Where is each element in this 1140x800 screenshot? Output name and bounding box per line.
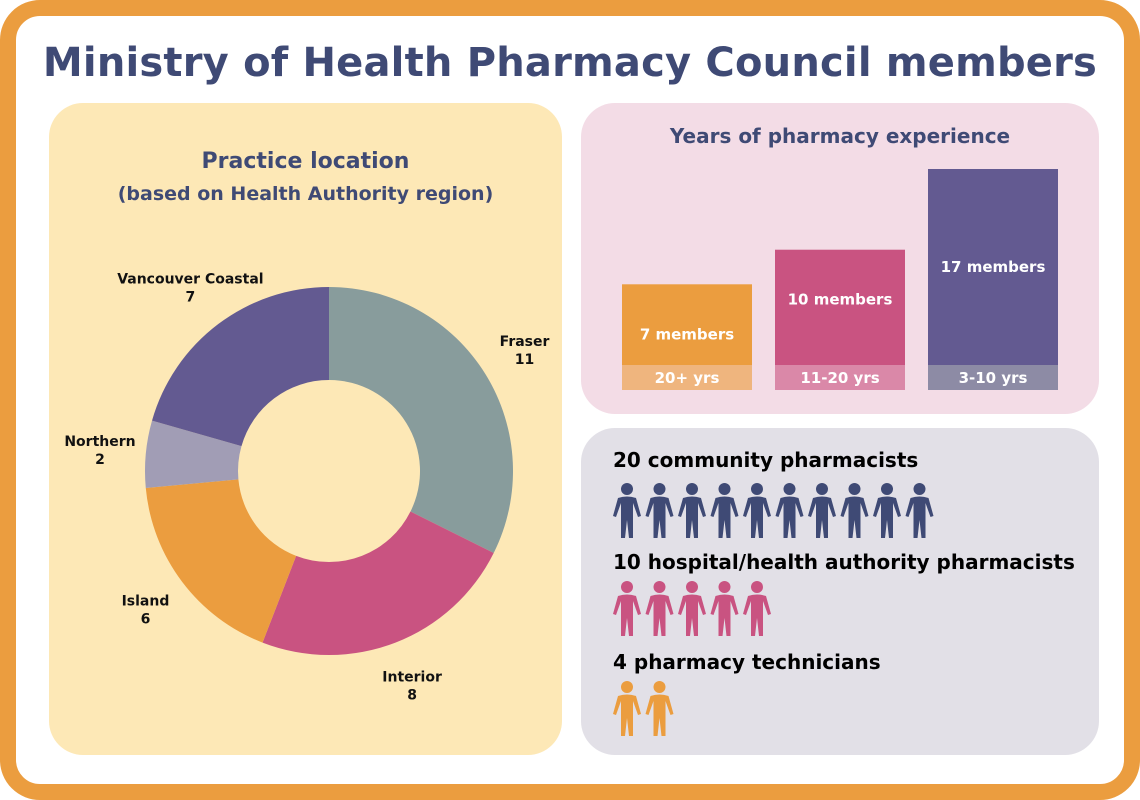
location-chart-title: Practice location bbox=[201, 149, 410, 174]
person-icon bbox=[645, 483, 674, 538]
experience-bar-chart: 7 members 20+ yrs 10 members 11-20 yrs 17 me… bbox=[622, 169, 1058, 390]
person-icon bbox=[645, 581, 674, 636]
person-icon bbox=[678, 483, 706, 538]
donut-label-interior: Interior bbox=[382, 669, 442, 685]
role-label-community: 20 community pharmacists bbox=[613, 448, 919, 472]
person-icon bbox=[710, 581, 739, 636]
bar-category-strip-11-20-yrs bbox=[775, 365, 905, 390]
donut-slice-island bbox=[145, 479, 297, 643]
bar-category-strip-3-10-yrs bbox=[928, 365, 1058, 390]
bar-20-yrs bbox=[622, 284, 752, 365]
page-title: Ministry of Health Pharmacy Council memb… bbox=[42, 40, 1098, 86]
person-icon bbox=[743, 483, 771, 538]
bar-11-20-yrs bbox=[775, 249, 905, 365]
location-donut-chart: Fraser 11 Interior 8 Island 6 Northern 2 Vancouv… bbox=[64, 271, 550, 703]
donut-label-northern: Northern bbox=[64, 434, 135, 450]
donut-value-vancouver-coastal: 7 bbox=[186, 289, 196, 305]
bar-value-label-3-10-yrs: 17 members bbox=[941, 258, 1046, 276]
roles-panel: 20 community pharmacists 10 hospital/hea… bbox=[581, 428, 1099, 755]
donut-slice-northern bbox=[145, 420, 242, 488]
person-icon bbox=[613, 681, 641, 736]
person-icon bbox=[905, 483, 934, 538]
donut-value-island: 6 bbox=[141, 612, 151, 628]
practice-location-panel: Practice location (based on Health Autho… bbox=[49, 103, 562, 755]
bar-value-label-20-yrs: 7 members bbox=[640, 325, 734, 343]
donut-slice-interior bbox=[262, 511, 494, 655]
donut-value-interior: 8 bbox=[407, 687, 417, 703]
bar-3-10-yrs bbox=[928, 169, 1058, 365]
person-icon bbox=[710, 483, 739, 538]
donut-label-vancouver-coastal: Vancouver Coastal bbox=[117, 271, 263, 287]
role-label-technicians: 4 pharmacy technicians bbox=[613, 650, 881, 674]
donut-slice-fraser bbox=[329, 287, 513, 554]
donut-label-island: Island bbox=[122, 594, 170, 610]
bar-value-label-11-20-yrs: 10 members bbox=[788, 291, 893, 309]
donut-value-northern: 2 bbox=[95, 452, 105, 468]
bar-category-label-11-20-yrs: 11-20 yrs bbox=[800, 369, 879, 387]
experience-panel: Years of pharmacy experience 7 members 20… bbox=[581, 103, 1099, 414]
bar-category-label-3-10-yrs: 3-10 yrs bbox=[959, 369, 1028, 387]
people-icons-community bbox=[611, 482, 936, 542]
donut-value-fraser: 11 bbox=[515, 352, 534, 368]
location-chart-subtitle: (based on Health Authority region) bbox=[117, 183, 494, 205]
donut-label-fraser: Fraser bbox=[500, 334, 550, 350]
bar-category-strip-20-yrs bbox=[622, 365, 752, 390]
person-icon bbox=[613, 581, 641, 636]
person-icon bbox=[645, 681, 674, 736]
person-icon bbox=[678, 581, 706, 636]
people-icons-hospital bbox=[611, 580, 774, 640]
person-icon bbox=[613, 483, 641, 538]
donut-slice-vancouver-coastal bbox=[152, 287, 329, 447]
person-icon bbox=[808, 483, 836, 538]
person-icon bbox=[775, 483, 804, 538]
people-icons-technicians bbox=[611, 680, 676, 740]
person-icon bbox=[743, 581, 771, 636]
experience-chart-title: Years of pharmacy experience bbox=[669, 124, 1011, 148]
person-icon bbox=[840, 483, 869, 538]
bar-category-label-20-yrs: 20+ yrs bbox=[655, 369, 720, 387]
role-label-hospital: 10 hospital/health authority pharmacists bbox=[613, 550, 1075, 574]
person-icon bbox=[873, 483, 901, 538]
